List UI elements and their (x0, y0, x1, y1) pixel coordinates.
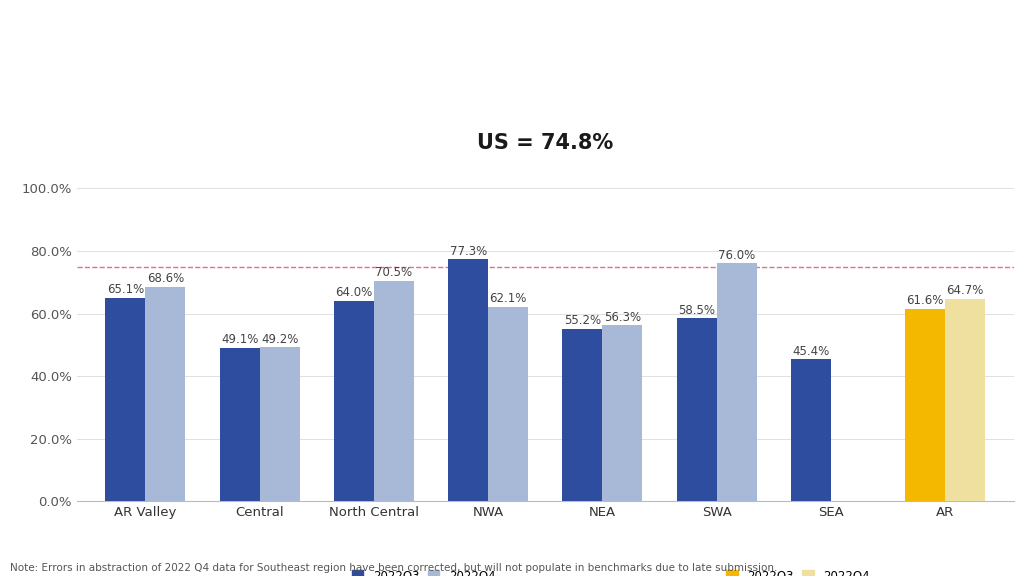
Text: 70.5%: 70.5% (376, 266, 413, 279)
Bar (105, 298, 145, 501)
Text: 62.1%: 62.1% (489, 293, 526, 305)
Text: 76.0%: 76.0% (718, 249, 756, 262)
Bar (260, 347, 300, 501)
Legend: 2022Q3, 2022Q4: 2022Q3, 2022Q4 (722, 564, 874, 576)
Text: 56.3%: 56.3% (604, 310, 641, 324)
Text: 49.2%: 49.2% (261, 333, 298, 346)
Bar (219, 347, 260, 501)
Bar (717, 263, 757, 501)
Bar (145, 287, 185, 501)
Text: 58.5%: 58.5% (678, 304, 715, 317)
Bar (562, 328, 602, 501)
Bar (488, 307, 528, 501)
Text: 64.0%: 64.0% (335, 286, 373, 300)
Text: Note: Errors in abstraction of 2022 Q4 data for Southeast region have been corre: Note: Errors in abstraction of 2022 Q4 d… (10, 563, 777, 573)
Bar (791, 359, 830, 501)
Text: US = 74.8%: US = 74.8% (477, 133, 613, 153)
Text: 64.7%: 64.7% (946, 284, 984, 297)
Bar (449, 259, 488, 501)
Bar (945, 299, 985, 501)
Bar (677, 318, 717, 501)
Text: Overall Defect Free Care:
Data Breakdown (Regional vs. State Averages): Overall Defect Free Care: Data Breakdown… (91, 33, 933, 111)
Text: 55.2%: 55.2% (564, 314, 601, 327)
Text: 65.1%: 65.1% (106, 283, 144, 296)
Text: 45.4%: 45.4% (793, 344, 829, 358)
Bar (374, 281, 414, 501)
Text: 61.6%: 61.6% (906, 294, 944, 307)
Text: 49.1%: 49.1% (221, 333, 258, 346)
Bar (334, 301, 374, 501)
Text: 68.6%: 68.6% (146, 272, 184, 285)
Bar (905, 309, 945, 501)
Text: 77.3%: 77.3% (450, 245, 486, 258)
Bar (602, 325, 642, 501)
